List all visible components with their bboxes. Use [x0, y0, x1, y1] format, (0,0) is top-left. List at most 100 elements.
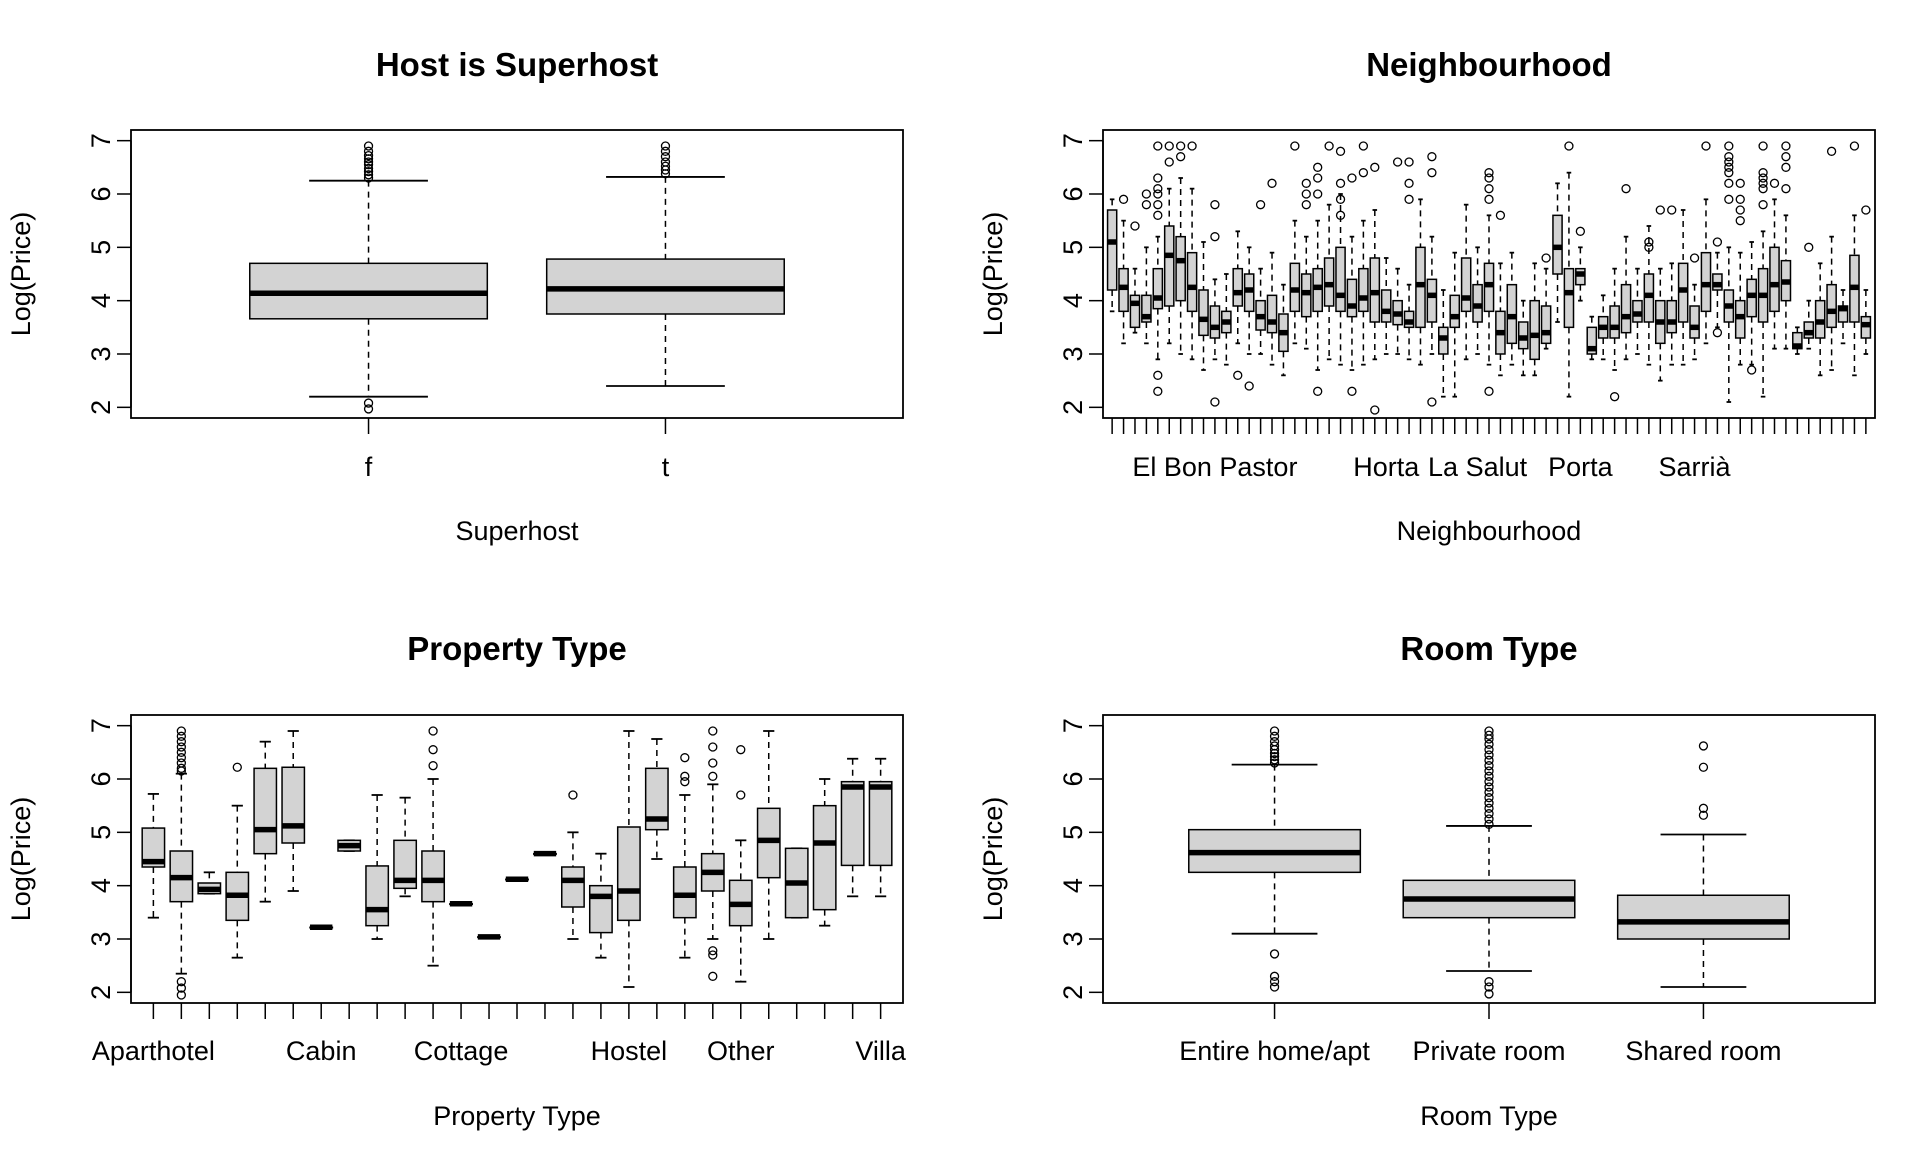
box-25 [1380, 257, 1392, 355]
y-tick-label: 2 [1058, 985, 1088, 1000]
outlier-point [1495, 210, 1506, 220]
y-tick-label: 7 [86, 718, 116, 733]
outlier-point [1667, 205, 1677, 215]
outlier-point [363, 170, 374, 180]
box-10 [1209, 200, 1221, 407]
outlier-point [1698, 810, 1709, 820]
box-31 [1449, 251, 1461, 398]
outlier-point [1484, 730, 1494, 740]
outlier-point [1484, 787, 1494, 797]
box-52 [1689, 253, 1700, 361]
outlier-point [1644, 237, 1654, 247]
outlier-point [708, 971, 718, 981]
box-14 [1255, 200, 1266, 355]
outlier-point [176, 758, 186, 768]
box-3 [1129, 221, 1141, 334]
outlier-point [1153, 386, 1163, 396]
outlier-point [1712, 237, 1723, 247]
outlier-point [1724, 168, 1734, 178]
box-2 [169, 726, 194, 1000]
outlier-point [363, 398, 374, 408]
outlier-point [1484, 184, 1494, 194]
box-1 [141, 793, 166, 919]
outlier-point [708, 726, 718, 736]
outlier-point [1290, 141, 1300, 151]
outlier-point [1269, 949, 1280, 959]
box-61 [1792, 326, 1803, 355]
box-26 [1392, 157, 1403, 355]
outlier-point [1404, 178, 1414, 188]
outlier-point [708, 946, 718, 956]
y-tick-label: 4 [1058, 293, 1088, 308]
box-40 [1552, 182, 1563, 323]
panel-2: Neighbourhood Neighbourhood Log(Price) 2 3 4 5… [978, 46, 1876, 546]
outlier-point [1484, 173, 1494, 183]
outlier-point [660, 146, 671, 156]
y-tick-label: 4 [1058, 878, 1088, 893]
outlier-point [1130, 221, 1140, 231]
iqr-box [1426, 278, 1438, 323]
outlier-point [1269, 977, 1280, 987]
box-57 [1746, 241, 1757, 375]
box-30 [1438, 289, 1449, 398]
outlier-point [1655, 205, 1665, 215]
outlier-point [1724, 162, 1734, 172]
iqr-box [1129, 294, 1141, 329]
box-32 [1460, 203, 1472, 361]
y-tick-label: 3 [1058, 346, 1088, 361]
box-36 [1506, 251, 1518, 366]
outlier-point [1269, 758, 1280, 768]
outlier-point [1269, 971, 1280, 981]
box-25 [812, 778, 837, 927]
box-42 [1575, 226, 1586, 302]
box-7 [309, 924, 334, 931]
box-23 [756, 730, 781, 940]
y-tick-label: 3 [1058, 931, 1088, 946]
outlier-point [1484, 761, 1494, 771]
box-19 [1312, 162, 1324, 396]
box-45 [1609, 267, 1620, 402]
outlier-point [1269, 755, 1280, 765]
box-44 [1597, 294, 1609, 361]
outlier-point [363, 146, 374, 156]
outlier-point [1758, 168, 1768, 178]
x-tick-label: Porta [1548, 452, 1614, 482]
iqr-box [1540, 305, 1552, 345]
outlier-point [736, 790, 746, 800]
outlier-point [1313, 386, 1323, 396]
outlier-point [1313, 189, 1323, 199]
outlier-point [1735, 194, 1745, 204]
outlier-point [1689, 253, 1700, 263]
outlier-point [1164, 141, 1174, 151]
box-48 [1643, 225, 1655, 366]
outlier-point [1141, 189, 1152, 199]
box-35 [1495, 210, 1506, 377]
x-tick-label: Shared room [1625, 1036, 1781, 1066]
outlier-point [1484, 798, 1494, 808]
outlier-point [1861, 205, 1871, 215]
y-tick-label: 4 [86, 293, 116, 308]
y-axis-label: Log(Price) [6, 797, 36, 922]
outlier-point [708, 758, 718, 768]
iqr-box [672, 866, 697, 919]
outlier-point [1781, 152, 1791, 162]
box-27 [1403, 157, 1415, 361]
iqr-box [1563, 267, 1575, 329]
iqr-box [616, 826, 641, 922]
box-28 [1415, 198, 1426, 366]
box-17 [1289, 141, 1301, 345]
panel-title: Room Type [1400, 630, 1577, 667]
iqr-box [1380, 289, 1392, 323]
outlier-point [1358, 141, 1369, 151]
box-16 [561, 790, 585, 940]
outlier-point [176, 977, 186, 987]
outlier-point [1324, 141, 1334, 151]
x-tick-label: Other [707, 1036, 775, 1066]
outlier-point [1849, 141, 1860, 151]
box-26 [840, 757, 865, 898]
outlier-point [363, 157, 374, 167]
outlier-point [1427, 152, 1437, 162]
y-tick-label: 6 [1058, 186, 1088, 201]
outlier-point [1484, 989, 1494, 999]
outlier-point [1735, 216, 1745, 226]
